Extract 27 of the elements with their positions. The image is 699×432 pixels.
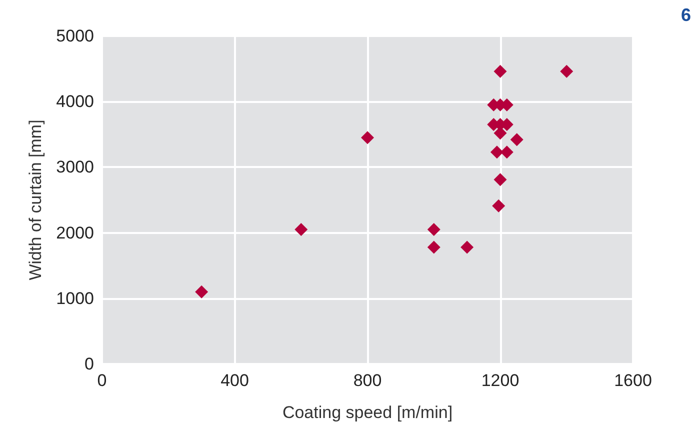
y-tick-label: 0 — [84, 354, 94, 374]
point — [195, 285, 208, 298]
point — [460, 240, 474, 254]
point — [361, 131, 374, 144]
y-tick-label: 5000 — [56, 26, 94, 46]
point — [490, 146, 504, 159]
y-axis-title: Width of curtain [mm] — [26, 120, 45, 280]
point — [294, 223, 308, 236]
point — [560, 64, 574, 78]
text: 6 — [680, 5, 692, 25]
y-tick-label: 3000 — [56, 158, 94, 177]
point — [427, 223, 440, 236]
x-tick-label: 800 — [353, 371, 382, 390]
point — [500, 146, 514, 159]
x-axis-title: Coating speed [m/min] — [282, 403, 453, 422]
point — [427, 240, 440, 254]
y-tick-label: 1000 — [56, 288, 94, 308]
x-tick-label: 0 — [97, 371, 107, 390]
point — [494, 64, 507, 78]
point — [510, 133, 524, 146]
point — [494, 173, 507, 186]
x-tick-label: 1200 — [481, 371, 520, 390]
y-tick-label: 4000 — [56, 92, 94, 112]
y-tick-label: 2000 — [56, 223, 94, 242]
x-tick-label: 1600 — [614, 371, 652, 390]
point — [492, 199, 506, 212]
x-tick-label: 400 — [220, 371, 249, 390]
